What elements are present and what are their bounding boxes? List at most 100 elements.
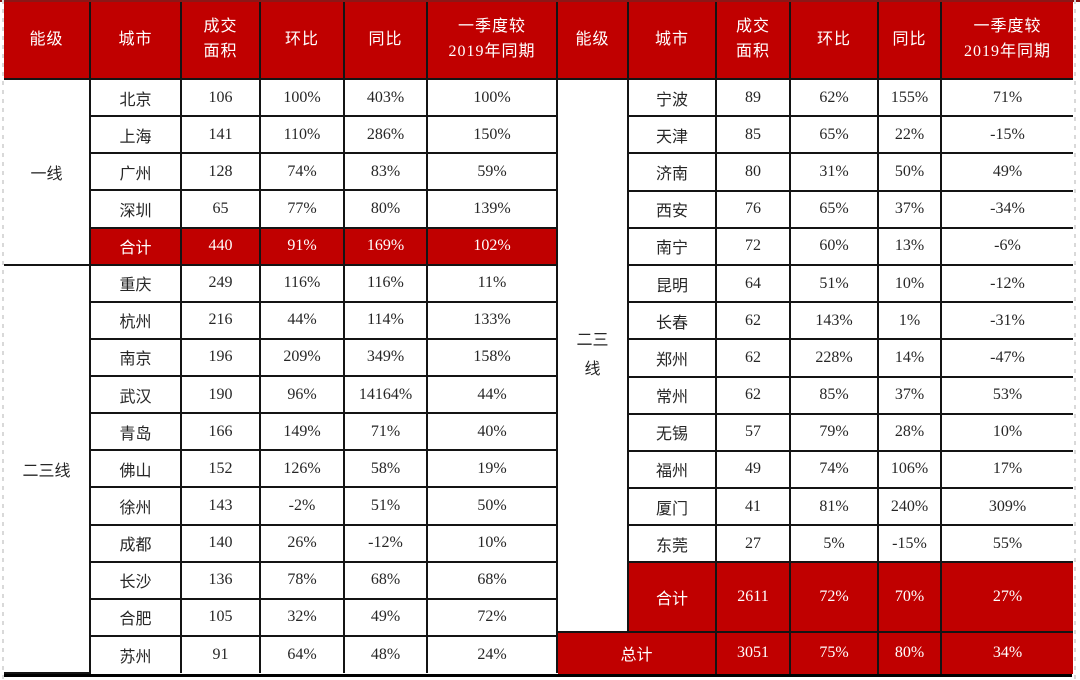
value-cell: 59% — [426, 152, 558, 192]
value-cell: 81% — [789, 487, 879, 527]
right-dashed-edge — [1074, 0, 1076, 680]
table-row: 南宁 72 60% 13% -6% — [558, 226, 1073, 266]
city-cell: 昆明 — [627, 263, 717, 304]
value-cell: 85 — [715, 115, 791, 155]
value-cell: 140 — [180, 523, 261, 563]
total-label-cell: 总计 — [558, 630, 717, 674]
value-cell: -31% — [940, 301, 1073, 341]
value-cell: 72% — [426, 597, 558, 637]
column-header: 能级 — [558, 2, 629, 80]
column-header-line: 环比 — [284, 30, 319, 48]
summary-value-cell: 70% — [877, 561, 942, 633]
value-cell: 128 — [180, 152, 261, 192]
value-cell: -15% — [877, 524, 942, 564]
table-row: 合肥 105 32% 49% 72% — [4, 597, 558, 637]
value-cell: 106% — [877, 449, 942, 490]
tier-cell: 二三线 — [4, 263, 91, 675]
value-cell: 37% — [877, 189, 942, 229]
table-row: 一线 北京 106 100% 403% 100% — [4, 77, 558, 266]
column-header: 一季度较 2019年同期 — [426, 2, 558, 80]
value-cell: 71% — [343, 412, 428, 452]
table-row: 杭州 216 44% 114% 133% — [4, 300, 558, 340]
column-header-line: 城市 — [118, 30, 153, 48]
value-cell: 143 — [180, 486, 261, 526]
value-cell: 105 — [180, 597, 261, 637]
city-cell: 厦门 — [627, 487, 717, 527]
column-header: 环比 — [789, 2, 879, 80]
column-header: 环比 — [259, 2, 345, 80]
data-table-left: 能级 城市 成交 面积 环比 同比 一季度较 2019年同期 一线 北京 106 100% 403% 10… — [4, 2, 558, 675]
tier-label: 二三线 — [576, 331, 609, 379]
column-header: 成交 面积 — [180, 2, 261, 80]
total-value-cell: 3051 — [715, 630, 791, 674]
value-cell: 403% — [343, 77, 428, 118]
tables-container: 能级 城市 成交 面积 环比 同比 一季度较 2019年同期 一线 北京 106 100% 403% 10… — [4, 2, 1073, 675]
value-cell: 116% — [259, 263, 345, 303]
city-cell: 广州 — [89, 152, 182, 192]
value-cell: 110% — [259, 115, 345, 155]
value-cell: 155% — [877, 77, 942, 118]
city-cell: 福州 — [627, 449, 717, 490]
value-cell: 76 — [715, 189, 791, 229]
value-cell: 10% — [877, 263, 942, 304]
table-row: 佛山 152 126% 58% 19% — [4, 449, 558, 489]
table-row: 青岛 166 149% 71% 40% — [4, 412, 558, 452]
city-cell: 东莞 — [627, 524, 717, 564]
value-cell: 5% — [789, 524, 879, 564]
value-cell: 27 — [715, 524, 791, 564]
city-cell: 长沙 — [89, 560, 182, 600]
value-cell: 44% — [259, 300, 345, 340]
column-header-line: 成交 — [203, 18, 238, 36]
value-cell: 79% — [789, 412, 879, 452]
value-cell: 28% — [877, 412, 942, 452]
value-cell: 62 — [715, 338, 791, 378]
city-cell: 常州 — [627, 375, 717, 415]
value-cell: 72 — [715, 226, 791, 266]
value-cell: 96% — [259, 374, 345, 415]
column-header-line: 城市 — [654, 30, 689, 48]
column-header: 能级 — [4, 2, 91, 80]
column-header-line: 面积 — [203, 43, 238, 60]
table-row: 福州 49 74% 106% 17% — [558, 449, 1073, 490]
city-cell: 苏州 — [89, 634, 182, 673]
value-cell: 80% — [343, 189, 428, 229]
value-cell: 14164% — [343, 374, 428, 415]
tier-cell: 二三线 — [558, 78, 629, 633]
city-cell: 武汉 — [89, 374, 182, 415]
column-header-line: 2019年同期 — [963, 43, 1051, 60]
value-cell: 62% — [789, 77, 879, 118]
city-cell: 济南 — [627, 152, 717, 192]
value-cell: 51% — [343, 486, 428, 526]
value-cell: 158% — [426, 337, 558, 378]
table-row: 天津 85 65% 22% -15% — [558, 115, 1073, 155]
city-cell: 成都 — [89, 523, 182, 563]
city-cell: 徐州 — [89, 486, 182, 526]
table-row: 昆明 64 51% 10% -12% — [558, 263, 1073, 304]
column-header-line: 一季度较 — [973, 18, 1042, 36]
column-header: 同比 — [877, 2, 942, 80]
value-cell: 77% — [259, 189, 345, 229]
value-cell: 24% — [426, 634, 558, 673]
value-cell: 100% — [259, 77, 345, 118]
column-header: 一季度较 2019年同期 — [940, 2, 1073, 80]
table-row: 深圳 65 77% 80% 139% — [4, 189, 558, 229]
value-cell: 349% — [343, 337, 428, 378]
table-row: 济南 80 31% 50% 49% — [558, 152, 1073, 192]
value-cell: 49% — [343, 597, 428, 637]
value-cell: 89 — [715, 77, 791, 118]
summary-row: 合计 440 91% 169% 102% — [4, 226, 558, 266]
value-cell: 58% — [343, 449, 428, 489]
value-cell: 126% — [259, 449, 345, 489]
city-cell: 西安 — [627, 189, 717, 229]
city-cell: 南宁 — [627, 226, 717, 266]
value-cell: 114% — [343, 300, 428, 340]
value-cell: 41 — [715, 487, 791, 527]
value-cell: 116% — [343, 263, 428, 303]
value-cell: 48% — [343, 634, 428, 673]
table-row: 成都 140 26% -12% 10% — [4, 523, 558, 563]
table-row: 郑州 62 228% 14% -47% — [558, 338, 1073, 378]
value-cell: 152 — [180, 449, 261, 489]
summary-label-cell: 合计 — [89, 226, 182, 266]
table-row: 二三线 宁波 89 62% 155% 71% — [558, 77, 1073, 633]
city-cell: 杭州 — [89, 300, 182, 340]
